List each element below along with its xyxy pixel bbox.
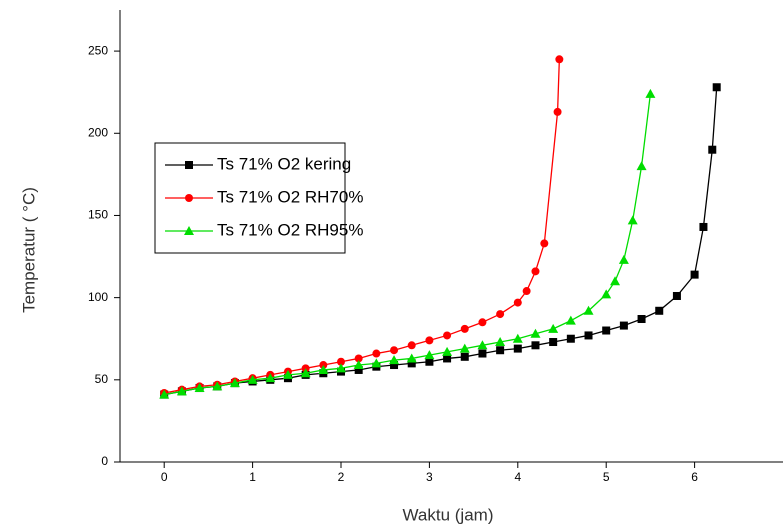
marker [442,346,453,356]
marker [495,337,506,347]
series-line [164,87,718,396]
marker [407,341,416,350]
y-tick-label: 250 [88,43,108,57]
marker [699,222,708,231]
marker [531,341,540,350]
marker [553,107,562,116]
marker [371,358,382,368]
marker [478,318,487,327]
marker [512,333,523,343]
marker [712,83,721,92]
marker [425,357,434,366]
legend-label: Ts 71% O2 RH95% [217,220,363,239]
marker [583,305,594,315]
y-axis-label: Temperatur ( °C) [19,187,38,313]
marker [460,352,469,361]
y-tick-label: 100 [88,290,108,304]
marker [229,378,240,388]
marker [549,338,558,347]
marker [690,270,699,279]
marker [443,331,452,340]
legend-marker [185,161,193,169]
marker [602,326,611,335]
marker [159,389,170,399]
x-tick-label: 6 [691,470,698,484]
marker [636,161,647,171]
marker [407,359,416,368]
marker [548,323,559,333]
marker [424,350,435,360]
x-axis-label: Waktu (jam) [403,505,494,524]
x-tick-label: 4 [514,470,521,484]
y-tick-label: 150 [88,208,108,222]
marker [460,324,469,333]
marker [637,315,646,324]
x-tick-label: 2 [338,470,345,484]
marker [496,310,505,319]
x-tick-label: 5 [603,470,610,484]
marker [247,374,258,384]
marker [655,306,664,315]
marker [708,145,717,154]
marker [530,328,541,338]
marker [406,353,417,363]
marker [194,383,205,393]
marker [300,368,311,378]
marker [531,267,540,276]
marker [336,363,346,373]
x-tick-label: 1 [249,470,256,484]
marker [176,386,187,396]
marker [425,336,434,345]
y-tick-label: 0 [101,454,108,468]
marker [372,349,381,358]
marker [565,315,576,325]
x-tick-label: 3 [426,470,433,484]
marker [566,334,575,343]
marker [618,254,629,264]
legend-label: Ts 71% O2 kering [217,154,351,173]
x-tick-label: 0 [161,470,168,484]
marker [477,340,488,350]
marker [522,287,531,296]
marker [513,298,522,307]
marker [672,291,681,300]
marker [555,55,564,64]
marker [610,276,621,286]
marker [354,365,363,374]
marker [601,289,612,299]
marker [389,355,400,365]
marker [390,361,399,370]
legend-marker [184,226,194,235]
y-tick-label: 200 [88,125,108,139]
marker [337,357,345,366]
marker [459,343,470,353]
marker [443,354,452,363]
marker [645,88,656,98]
marker [212,381,223,391]
marker [540,239,549,248]
marker [619,321,628,330]
marker [513,344,522,353]
marker [584,331,593,340]
marker [265,373,276,383]
marker [353,360,364,370]
legend-marker [185,194,193,202]
marker [354,354,363,363]
marker [496,346,505,355]
marker [390,346,399,355]
marker [627,215,638,225]
marker [318,364,329,374]
legend-label: Ts 71% O2 RH70% [217,187,363,206]
marker [478,349,487,358]
y-tick-label: 50 [95,372,109,386]
marker [282,369,293,379]
